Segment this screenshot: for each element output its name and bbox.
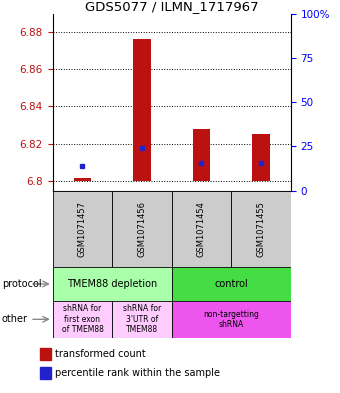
Text: shRNA for
first exon
of TMEM88: shRNA for first exon of TMEM88 [62, 305, 103, 334]
Text: transformed count: transformed count [55, 349, 146, 360]
Text: TMEM88 depletion: TMEM88 depletion [67, 279, 157, 289]
Text: control: control [214, 279, 248, 289]
Text: protocol: protocol [2, 279, 41, 289]
Text: GSM1071454: GSM1071454 [197, 201, 206, 257]
Text: GSM1071457: GSM1071457 [78, 201, 87, 257]
Bar [53, 191, 112, 267]
Bar [231, 191, 291, 267]
Bar [172, 301, 291, 338]
Text: other: other [2, 314, 28, 324]
Bar [112, 191, 172, 267]
Bar [53, 267, 172, 301]
Bar [112, 301, 172, 338]
Bar [252, 134, 270, 181]
Title: GDS5077 / ILMN_1717967: GDS5077 / ILMN_1717967 [85, 0, 258, 13]
Bar [39, 349, 51, 360]
Bar [172, 267, 291, 301]
Bar [172, 191, 231, 267]
Bar [53, 301, 112, 338]
Text: shRNA for
3'UTR of
TMEM88: shRNA for 3'UTR of TMEM88 [123, 305, 161, 334]
Text: non-targetting
shRNA: non-targetting shRNA [203, 310, 259, 329]
Bar [73, 178, 91, 181]
Text: GSM1071455: GSM1071455 [256, 201, 266, 257]
Bar [39, 367, 51, 379]
Bar [192, 129, 210, 181]
Text: percentile rank within the sample: percentile rank within the sample [55, 368, 220, 378]
Text: GSM1071456: GSM1071456 [137, 201, 147, 257]
Bar [133, 39, 151, 181]
